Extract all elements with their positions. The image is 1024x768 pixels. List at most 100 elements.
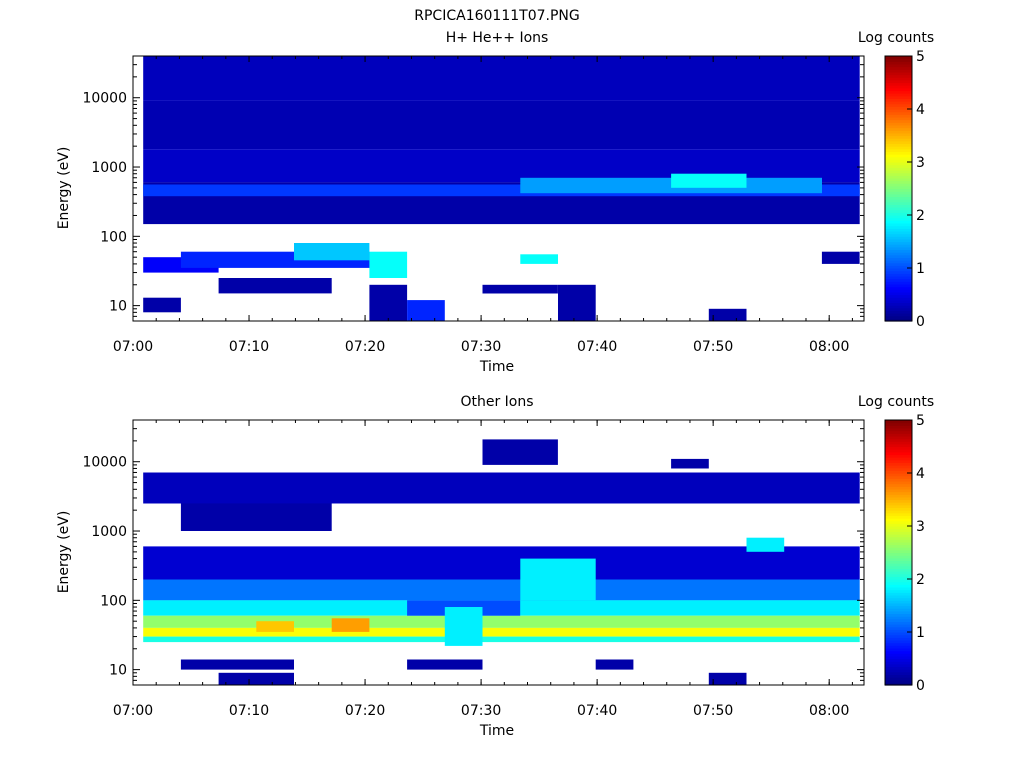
colorbar-segment xyxy=(885,307,912,311)
colorbar-segment xyxy=(885,677,912,681)
colorbar-segment xyxy=(885,154,912,158)
heatmap-cell xyxy=(407,300,445,321)
colorbar-segment xyxy=(885,289,912,293)
y-ticks: 10 100 1000 10000 xyxy=(82,419,864,686)
colorbar-segment xyxy=(885,135,912,139)
colorbar-segment xyxy=(885,443,912,448)
colorbar-segment xyxy=(885,281,912,285)
colorbar-tick-label: 0 xyxy=(916,314,925,330)
colorbar-segment xyxy=(885,504,912,509)
colorbar-segment xyxy=(885,528,912,532)
heatmap-cell xyxy=(143,100,860,150)
colorbar-segment xyxy=(885,103,912,107)
colorbar-segment xyxy=(885,58,912,62)
colorbar-segment xyxy=(885,130,912,134)
colorbar-segment xyxy=(885,655,912,660)
colorbar-segment xyxy=(885,310,912,314)
colorbar-segment xyxy=(885,547,912,551)
colorbar-segment xyxy=(885,682,912,686)
heatmap-cell xyxy=(143,627,860,637)
x-tick-label: 07:30 xyxy=(461,703,501,719)
colorbar-segment xyxy=(885,653,912,657)
colorbar-segment xyxy=(885,127,912,131)
heatmap-cell xyxy=(143,636,860,643)
colorbar-segment xyxy=(885,565,912,569)
heatmap-cell xyxy=(671,458,709,469)
colorbar-segment xyxy=(885,233,912,237)
heatmap-cell xyxy=(180,503,332,531)
colorbar: 0 1 2 3 4 5 xyxy=(884,49,925,330)
heatmap-cell xyxy=(180,659,294,670)
colorbar-segment xyxy=(885,486,912,490)
figure-title: RPCICA160111T07.PNG xyxy=(414,8,579,24)
colorbar-segment xyxy=(885,520,912,524)
y-ticks: 10 100 1000 10000 xyxy=(82,55,864,322)
colorbar-segment xyxy=(885,291,912,296)
colorbar-segment xyxy=(885,669,912,673)
colorbar-segment xyxy=(885,299,912,304)
colorbar-segment xyxy=(885,183,912,187)
colorbar-segment xyxy=(885,531,912,535)
panel-h-he-ions: H+ He++ Ions Log counts Time Energy (eV)… xyxy=(56,30,934,375)
colorbar-segment xyxy=(885,254,912,258)
colorbar-tick-label: 4 xyxy=(916,102,925,118)
colorbar-segment xyxy=(885,645,912,649)
heatmap-cell xyxy=(671,173,747,188)
colorbar-segment xyxy=(885,82,912,86)
colorbar-segment xyxy=(885,270,912,274)
x-tick-label: 07:30 xyxy=(461,339,501,355)
colorbar-segment xyxy=(885,602,912,607)
colorbar-segment xyxy=(885,563,912,567)
colorbar-segment xyxy=(885,79,912,84)
heatmap-cell xyxy=(520,254,558,264)
x-axis-label: Time xyxy=(479,723,514,739)
colorbar-tick-label: 5 xyxy=(916,49,925,65)
colorbar-segment xyxy=(885,618,912,622)
colorbar-segment xyxy=(885,265,912,269)
colorbar-segment xyxy=(885,196,912,200)
colorbar-segment xyxy=(885,119,912,123)
colorbar-segment xyxy=(885,661,912,665)
colorbar-segment xyxy=(885,518,912,522)
colorbar-segment xyxy=(885,626,912,630)
colorbar-segment xyxy=(885,244,912,248)
colorbar-segment xyxy=(885,502,912,506)
colorbar-segment xyxy=(885,422,912,426)
colorbar-segment xyxy=(885,156,912,160)
colorbar-segment xyxy=(885,499,912,503)
colorbar-segment xyxy=(885,597,912,601)
colorbar-segment xyxy=(885,222,912,227)
colorbar-segment xyxy=(885,420,912,424)
colorbar-segment xyxy=(885,459,912,463)
colorbar-segment xyxy=(885,191,912,195)
colorbar-segment xyxy=(885,93,912,97)
colorbar-segment xyxy=(885,66,912,70)
colorbar-segment xyxy=(885,624,912,628)
colorbar-segment xyxy=(885,215,912,219)
colorbar-segment xyxy=(885,111,912,115)
heatmap-cell xyxy=(143,297,181,313)
x-tick-label: 07:40 xyxy=(577,703,617,719)
colorbar-tick-label: 2 xyxy=(916,572,925,588)
colorbar-segment xyxy=(885,175,912,179)
colorbar-segment xyxy=(885,473,912,477)
colorbar-segment xyxy=(885,634,912,638)
colorbar-segment xyxy=(885,427,912,432)
y-axis-label: Energy (eV) xyxy=(56,511,72,594)
colorbar-segment xyxy=(885,278,912,282)
colorbar-segment xyxy=(885,600,912,604)
heatmap-cell xyxy=(369,284,408,321)
heatmap-cell xyxy=(143,184,860,197)
colorbar-segment xyxy=(885,101,912,105)
colorbar-segment xyxy=(885,146,912,150)
y-tick-label: 100 xyxy=(100,593,127,609)
colorbar-segment xyxy=(885,294,912,298)
colorbar-segment xyxy=(885,650,912,654)
heatmap-cells xyxy=(143,56,860,321)
y-tick-label: 10 xyxy=(109,663,127,679)
colorbar-segment xyxy=(885,536,912,540)
colorbar-segment xyxy=(885,510,912,514)
colorbar-segment xyxy=(885,217,912,221)
x-tick-label: 07:50 xyxy=(693,339,733,355)
x-tick-label: 08:00 xyxy=(809,339,849,355)
